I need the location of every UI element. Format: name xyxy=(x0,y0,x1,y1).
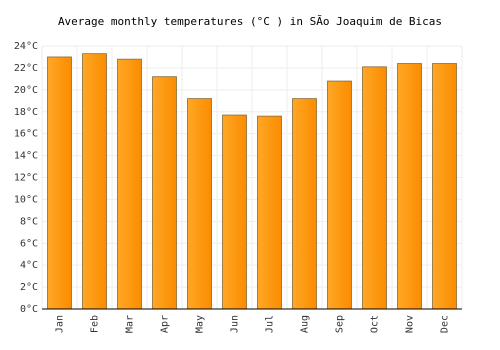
x-tick-label: Aug xyxy=(300,315,311,333)
x-tick-label: Jan xyxy=(55,315,66,333)
x-tick-label: May xyxy=(195,315,206,333)
bar xyxy=(327,80,352,310)
bar xyxy=(432,63,457,310)
x-tick-label: Jul xyxy=(265,315,276,333)
y-tick-label: 16°C xyxy=(14,129,38,140)
y-tick-label: 6°C xyxy=(20,238,38,249)
y-tick-label: 22°C xyxy=(14,63,38,74)
x-tick-label: Apr xyxy=(160,315,171,333)
chart-title: Average monthly temperatures (°C ) in SÃ… xyxy=(58,15,442,28)
y-tick-label: 12°C xyxy=(14,173,38,184)
bar xyxy=(222,114,247,310)
y-tick-label: 8°C xyxy=(20,216,38,227)
x-tick-label: Sep xyxy=(335,315,346,333)
bar xyxy=(362,66,387,310)
y-tick-label: 0°C xyxy=(20,304,38,315)
bar xyxy=(47,56,72,310)
y-tick-label: 20°C xyxy=(14,85,38,96)
x-tick-label: Feb xyxy=(90,315,101,333)
y-tick-label: 4°C xyxy=(20,260,38,271)
bar xyxy=(187,98,212,310)
bar xyxy=(292,98,317,310)
bar xyxy=(257,115,282,310)
x-tick-label: Dec xyxy=(440,315,451,333)
y-tick-label: 24°C xyxy=(14,41,38,52)
y-tick-label: 18°C xyxy=(14,107,38,118)
y-tick-label: 2°C xyxy=(20,282,38,293)
x-tick-label: Oct xyxy=(370,315,381,333)
x-tick-label: Nov xyxy=(405,315,416,333)
bar xyxy=(117,58,142,310)
x-tick-label: Mar xyxy=(125,315,136,333)
bar xyxy=(82,53,107,310)
bar xyxy=(152,76,177,310)
bar xyxy=(397,63,422,310)
y-tick-label: 14°C xyxy=(14,151,38,162)
y-tick-label: 10°C xyxy=(14,194,38,205)
x-tick-label: Jun xyxy=(230,315,241,333)
